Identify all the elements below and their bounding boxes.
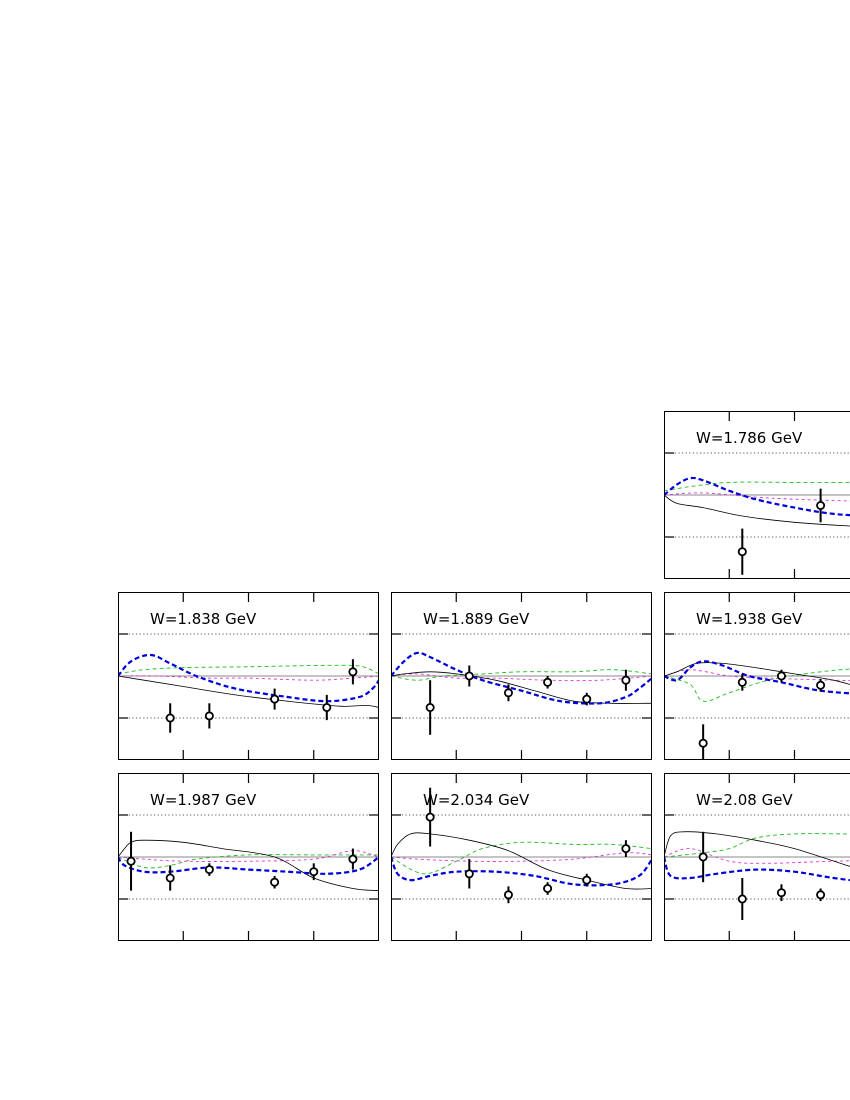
- panel-title: W=1.786 GeV: [696, 429, 803, 447]
- fit-curve-solid: [118, 675, 379, 708]
- fit-curve-solid: [664, 662, 850, 685]
- panel-title: W=1.838 GeV: [150, 610, 257, 628]
- data-point: [543, 884, 553, 894]
- fit-curve-magenta: [664, 848, 850, 864]
- data-point: [503, 688, 513, 698]
- fit-curve-full: [664, 856, 850, 882]
- data-point: [621, 675, 631, 685]
- data-point: [543, 677, 553, 687]
- data-point: [464, 869, 474, 879]
- fit-curve-solid: [664, 494, 850, 527]
- panel-6: W=2.034 GeV: [391, 773, 652, 941]
- fit-curve-green: [118, 664, 379, 675]
- data-point: [582, 694, 592, 704]
- panel-title: W=1.889 GeV: [423, 610, 530, 628]
- panel-3: W=1.889 GeV: [391, 592, 652, 760]
- panel-title: W=2.034 GeV: [423, 791, 530, 809]
- data-point: [348, 667, 358, 677]
- data-point: [737, 547, 747, 557]
- data-point: [737, 677, 747, 687]
- panel-7: W=2.08 GeV: [664, 773, 850, 941]
- fit-curve-solid: [664, 831, 850, 867]
- data-point: [425, 812, 435, 822]
- fit-curve-full: [391, 856, 652, 887]
- fit-curve-full: [118, 653, 379, 703]
- data-point: [270, 694, 280, 704]
- data-point: [309, 867, 319, 877]
- data-point: [348, 854, 358, 864]
- data-point: [737, 894, 747, 904]
- data-point: [204, 865, 214, 875]
- panel-title: W=1.938 GeV: [696, 610, 803, 628]
- data-point: [464, 671, 474, 681]
- data-point: [816, 890, 826, 900]
- data-point: [698, 852, 708, 862]
- data-point: [165, 873, 175, 883]
- data-point: [776, 888, 786, 898]
- fit-curve-green: [664, 481, 850, 492]
- fit-curve-solid: [118, 839, 379, 891]
- data-point: [582, 875, 592, 885]
- data-point: [698, 738, 708, 748]
- fit-curve-green: [391, 669, 652, 681]
- panel-title: W=1.987 GeV: [150, 791, 257, 809]
- fit-curve-full: [118, 856, 379, 875]
- fit-curve-full: [664, 476, 850, 517]
- data-point: [165, 713, 175, 723]
- data-point: [425, 703, 435, 713]
- data-point: [322, 703, 332, 713]
- data-point: [621, 844, 631, 854]
- data-point: [776, 671, 786, 681]
- fit-curve-solid: [391, 832, 652, 890]
- fit-curve-green: [118, 854, 379, 869]
- fit-curve-magenta: [391, 673, 652, 682]
- fit-curve-green: [391, 841, 652, 875]
- panel-2: W=1.838 GeV: [118, 592, 379, 760]
- fit-curve-green: [664, 833, 850, 858]
- panel-4: W=1.938 GeV: [664, 592, 850, 760]
- fit-curve-full: [664, 660, 850, 695]
- data-point: [503, 890, 513, 900]
- data-point: [270, 877, 280, 887]
- fit-curve-green: [664, 668, 850, 702]
- panel-5: W=1.987 GeV: [118, 773, 379, 941]
- data-point: [816, 500, 826, 510]
- data-point: [204, 711, 214, 721]
- fit-curve-magenta: [664, 492, 850, 502]
- data-point: [816, 680, 826, 690]
- fit-curve-full: [391, 651, 652, 705]
- data-point: [126, 856, 136, 866]
- panel-1: W=1.786 GeV: [664, 411, 850, 579]
- fit-curve-solid: [391, 671, 652, 704]
- panel-title: W=2.08 GeV: [696, 791, 793, 809]
- fit-curve-magenta: [664, 669, 850, 682]
